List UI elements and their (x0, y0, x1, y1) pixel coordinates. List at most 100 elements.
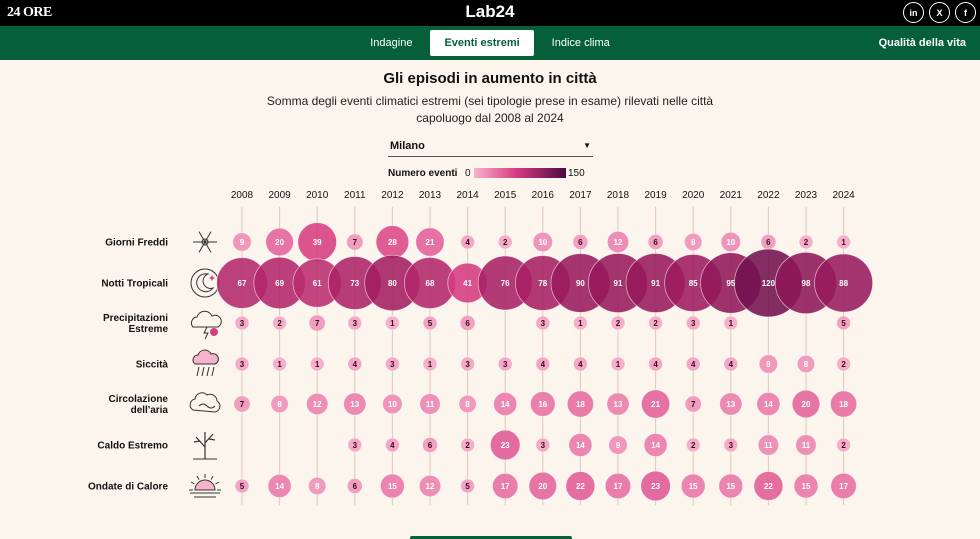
facebook-icon[interactable]: f (955, 2, 976, 23)
data-label: 3 (465, 360, 470, 369)
data-bubble (306, 392, 329, 416)
nav-bar: Indagine Eventi estremi Indice clima Qua… (0, 26, 980, 60)
city-select[interactable]: Milano ▼ (388, 140, 593, 157)
data-label: 2 (653, 319, 658, 328)
data-bubble (347, 315, 363, 331)
data-bubble (723, 315, 739, 331)
data-bubble (795, 434, 817, 456)
year-tick-label: 2010 (306, 190, 329, 201)
data-bubble (529, 391, 556, 417)
data-bubble (419, 393, 441, 415)
year-tick-label: 2009 (268, 190, 291, 201)
row-label-line: Giorni Freddi (105, 238, 168, 249)
data-label: 1 (616, 360, 621, 369)
data-bubble (608, 435, 628, 455)
data-bubble (460, 234, 476, 250)
data-bubble (814, 253, 874, 313)
data-label: 1 (841, 238, 846, 247)
data-label: 4 (465, 238, 470, 247)
data-bubble (836, 234, 851, 250)
data-bubble (836, 315, 851, 331)
data-bubble (610, 315, 626, 331)
data-bubble (573, 315, 588, 331)
data-label: 28 (388, 238, 397, 247)
data-bubble (648, 315, 663, 331)
data-label: 14 (576, 441, 585, 450)
year-tick-label: 2020 (682, 190, 705, 201)
data-label: 6 (428, 441, 433, 450)
sole24ore-logo[interactable]: 24 ORE (7, 5, 52, 20)
data-bubble (757, 434, 780, 456)
lab24-logo[interactable]: Lab24 (465, 2, 515, 21)
data-bubble (459, 315, 476, 331)
row-label: Notti Tropicali (101, 279, 168, 290)
data-label: 22 (764, 482, 773, 491)
data-label: 41 (463, 279, 472, 288)
bottom-button-edge[interactable] (410, 536, 572, 539)
qualita-della-vita-link[interactable]: Qualità della vita (878, 37, 966, 49)
data-bubble (422, 315, 438, 331)
data-label: 10 (538, 238, 547, 247)
tab-eventi-estremi[interactable]: Eventi estremi (430, 30, 534, 56)
tab-indice-clima[interactable]: Indice clima (551, 37, 610, 49)
data-label: 73 (350, 279, 359, 288)
data-bubble (719, 392, 743, 416)
data-label: 4 (353, 360, 358, 369)
data-label: 16 (538, 400, 547, 409)
page-title: Gli episodi in aumento in città (383, 70, 597, 87)
row-label: Giorni Freddi (105, 238, 168, 249)
data-label: 2 (465, 441, 470, 450)
data-label: 20 (802, 400, 811, 409)
data-label: 14 (501, 400, 510, 409)
data-label: 4 (729, 360, 734, 369)
data-label: 98 (802, 279, 811, 288)
data-label: 7 (240, 400, 245, 409)
x-twitter-icon[interactable]: X (929, 2, 950, 23)
data-bubble (460, 478, 476, 494)
data-bubble (458, 394, 477, 414)
data-bubble (756, 392, 781, 416)
data-label: 14 (651, 441, 660, 450)
data-label: 8 (465, 400, 470, 409)
data-bubble (347, 437, 363, 453)
data-label: 9 (616, 441, 621, 450)
data-label: 23 (651, 482, 660, 491)
data-label: 120 (762, 279, 776, 288)
data-label: 39 (313, 238, 322, 247)
data-bubble (572, 234, 589, 250)
data-label: 6 (766, 238, 771, 247)
data-bubble (720, 231, 742, 253)
row-label-line: Circolazione (109, 394, 169, 405)
data-label: 17 (839, 482, 848, 491)
data-label: 4 (653, 360, 658, 369)
city-select-value: Milano (390, 140, 425, 152)
data-label: 2 (277, 319, 282, 328)
year-tick-label: 2016 (532, 190, 555, 201)
data-label: 3 (353, 319, 358, 328)
data-bubble (565, 471, 596, 501)
data-bubble (643, 433, 668, 457)
data-label: 4 (578, 360, 583, 369)
row-label-line: Ondate di Calore (88, 482, 168, 493)
data-label: 68 (426, 279, 435, 288)
data-bubble (723, 437, 739, 453)
data-label: 3 (353, 441, 358, 450)
data-label: 6 (653, 238, 658, 247)
data-label: 3 (541, 319, 546, 328)
social-links: in X f (903, 2, 976, 23)
data-bubble (497, 234, 513, 250)
storm-cloud-icon (190, 310, 222, 340)
tab-indagine[interactable]: Indagine (370, 37, 413, 49)
data-bubble (422, 356, 438, 372)
data-label: 23 (501, 441, 510, 450)
data-bubble (606, 230, 630, 254)
data-bubble (382, 393, 403, 415)
data-bubble (830, 472, 857, 500)
data-label: 2 (503, 238, 508, 247)
data-label: 14 (764, 400, 773, 409)
data-label: 20 (538, 482, 547, 491)
year-tick-label: 2023 (795, 190, 818, 201)
linkedin-icon[interactable]: in (903, 2, 924, 23)
year-tick-label: 2019 (644, 190, 667, 201)
data-label: 8 (691, 238, 696, 247)
